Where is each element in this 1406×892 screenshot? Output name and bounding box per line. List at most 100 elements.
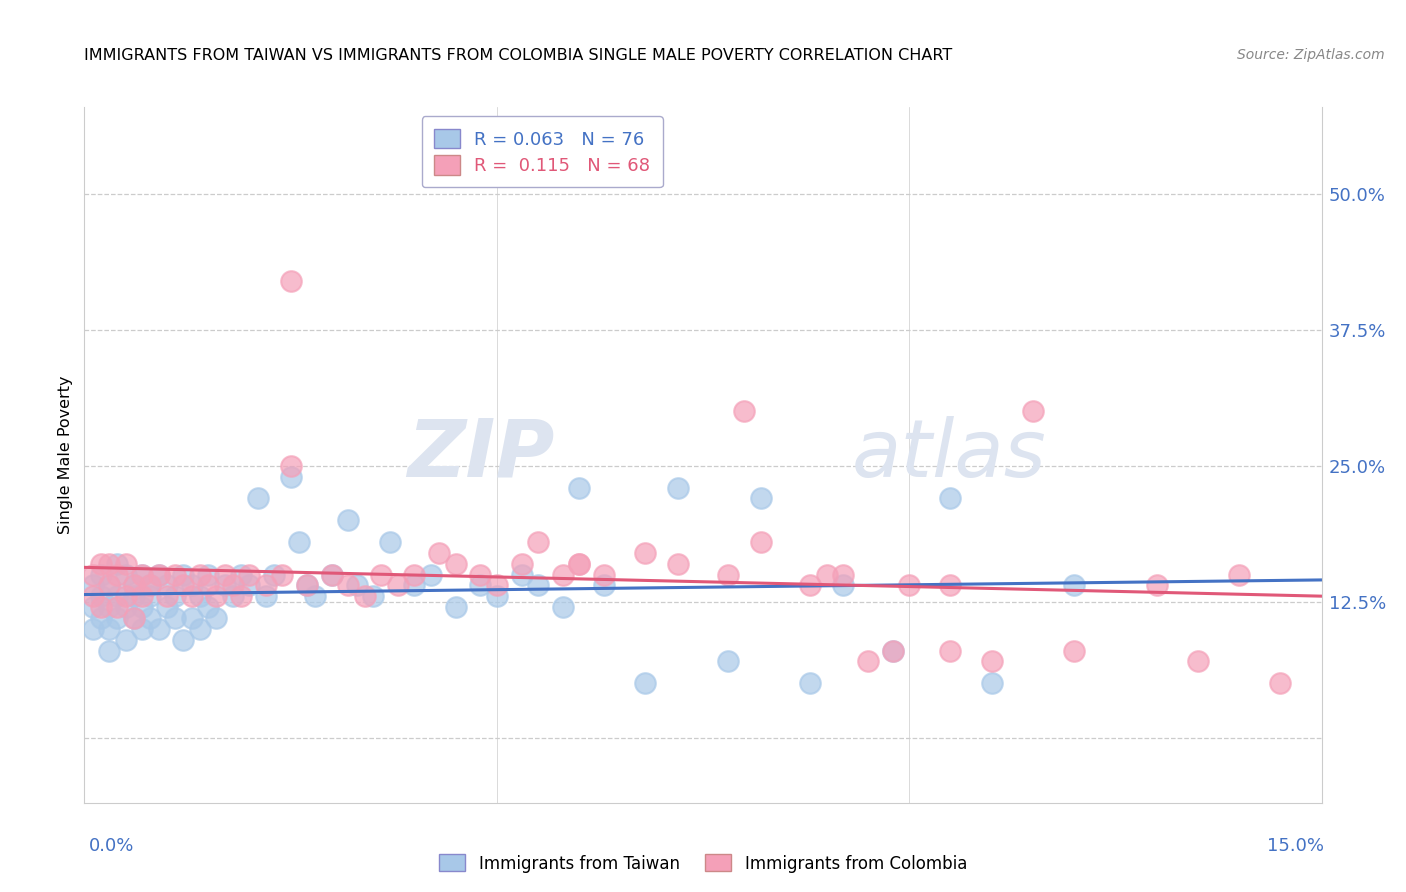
Point	[131, 567, 153, 582]
Point	[90, 567, 112, 582]
Point	[172, 567, 194, 582]
Point	[139, 578, 162, 592]
Point	[205, 611, 228, 625]
Point	[82, 578, 104, 592]
Point	[321, 567, 343, 582]
Point	[165, 611, 187, 625]
Point	[254, 578, 277, 592]
Point	[197, 567, 219, 582]
Text: 15.0%: 15.0%	[1267, 837, 1324, 855]
Point	[156, 589, 179, 603]
Point	[939, 643, 962, 657]
Point	[139, 611, 162, 625]
Point	[197, 578, 219, 592]
Point	[188, 622, 211, 636]
Point	[229, 589, 252, 603]
Point	[527, 534, 550, 549]
Point	[568, 557, 591, 571]
Point	[105, 600, 128, 615]
Point	[238, 578, 260, 592]
Legend: R = 0.063   N = 76, R =  0.115   N = 68: R = 0.063 N = 76, R = 0.115 N = 68	[422, 116, 662, 187]
Point	[105, 557, 128, 571]
Point	[1022, 404, 1045, 418]
Text: Source: ZipAtlas.com: Source: ZipAtlas.com	[1237, 48, 1385, 62]
Point	[427, 546, 450, 560]
Point	[105, 589, 128, 603]
Point	[148, 567, 170, 582]
Point	[214, 578, 236, 592]
Point	[568, 557, 591, 571]
Point	[222, 589, 245, 603]
Point	[444, 557, 467, 571]
Point	[82, 622, 104, 636]
Point	[980, 676, 1002, 690]
Point	[139, 589, 162, 603]
Point	[246, 491, 269, 506]
Point	[815, 567, 838, 582]
Point	[568, 481, 591, 495]
Point	[122, 589, 145, 603]
Point	[90, 611, 112, 625]
Point	[634, 676, 657, 690]
Point	[717, 655, 740, 669]
Point	[131, 600, 153, 615]
Point	[165, 567, 187, 582]
Point	[1270, 676, 1292, 690]
Point	[419, 567, 441, 582]
Point	[280, 469, 302, 483]
Point	[197, 600, 219, 615]
Point	[980, 655, 1002, 669]
Point	[717, 567, 740, 582]
Point	[321, 567, 343, 582]
Point	[90, 557, 112, 571]
Point	[510, 557, 533, 571]
Point	[172, 632, 194, 647]
Point	[749, 491, 772, 506]
Point	[180, 589, 202, 603]
Point	[214, 567, 236, 582]
Point	[188, 589, 211, 603]
Y-axis label: Single Male Poverty: Single Male Poverty	[58, 376, 73, 534]
Point	[882, 643, 904, 657]
Point	[98, 600, 121, 615]
Point	[593, 567, 616, 582]
Point	[939, 491, 962, 506]
Point	[188, 567, 211, 582]
Text: 0.0%: 0.0%	[89, 837, 134, 855]
Point	[254, 589, 277, 603]
Point	[799, 676, 821, 690]
Point	[156, 578, 179, 592]
Point	[1146, 578, 1168, 592]
Point	[122, 611, 145, 625]
Point	[122, 611, 145, 625]
Point	[832, 578, 855, 592]
Point	[666, 481, 689, 495]
Point	[148, 567, 170, 582]
Point	[1227, 567, 1250, 582]
Point	[271, 567, 294, 582]
Point	[165, 589, 187, 603]
Point	[131, 567, 153, 582]
Point	[593, 578, 616, 592]
Point	[131, 589, 153, 603]
Point	[510, 567, 533, 582]
Point	[139, 578, 162, 592]
Point	[229, 567, 252, 582]
Point	[288, 534, 311, 549]
Point	[733, 404, 755, 418]
Point	[114, 567, 136, 582]
Point	[527, 578, 550, 592]
Point	[1187, 655, 1209, 669]
Point	[346, 578, 368, 592]
Point	[82, 567, 104, 582]
Point	[114, 600, 136, 615]
Point	[666, 557, 689, 571]
Point	[1063, 578, 1085, 592]
Point	[337, 578, 360, 592]
Text: IMMIGRANTS FROM TAIWAN VS IMMIGRANTS FROM COLOMBIA SINGLE MALE POVERTY CORRELATI: IMMIGRANTS FROM TAIWAN VS IMMIGRANTS FRO…	[84, 48, 953, 62]
Point	[856, 655, 879, 669]
Point	[404, 578, 426, 592]
Point	[98, 578, 121, 592]
Point	[280, 274, 302, 288]
Point	[304, 589, 326, 603]
